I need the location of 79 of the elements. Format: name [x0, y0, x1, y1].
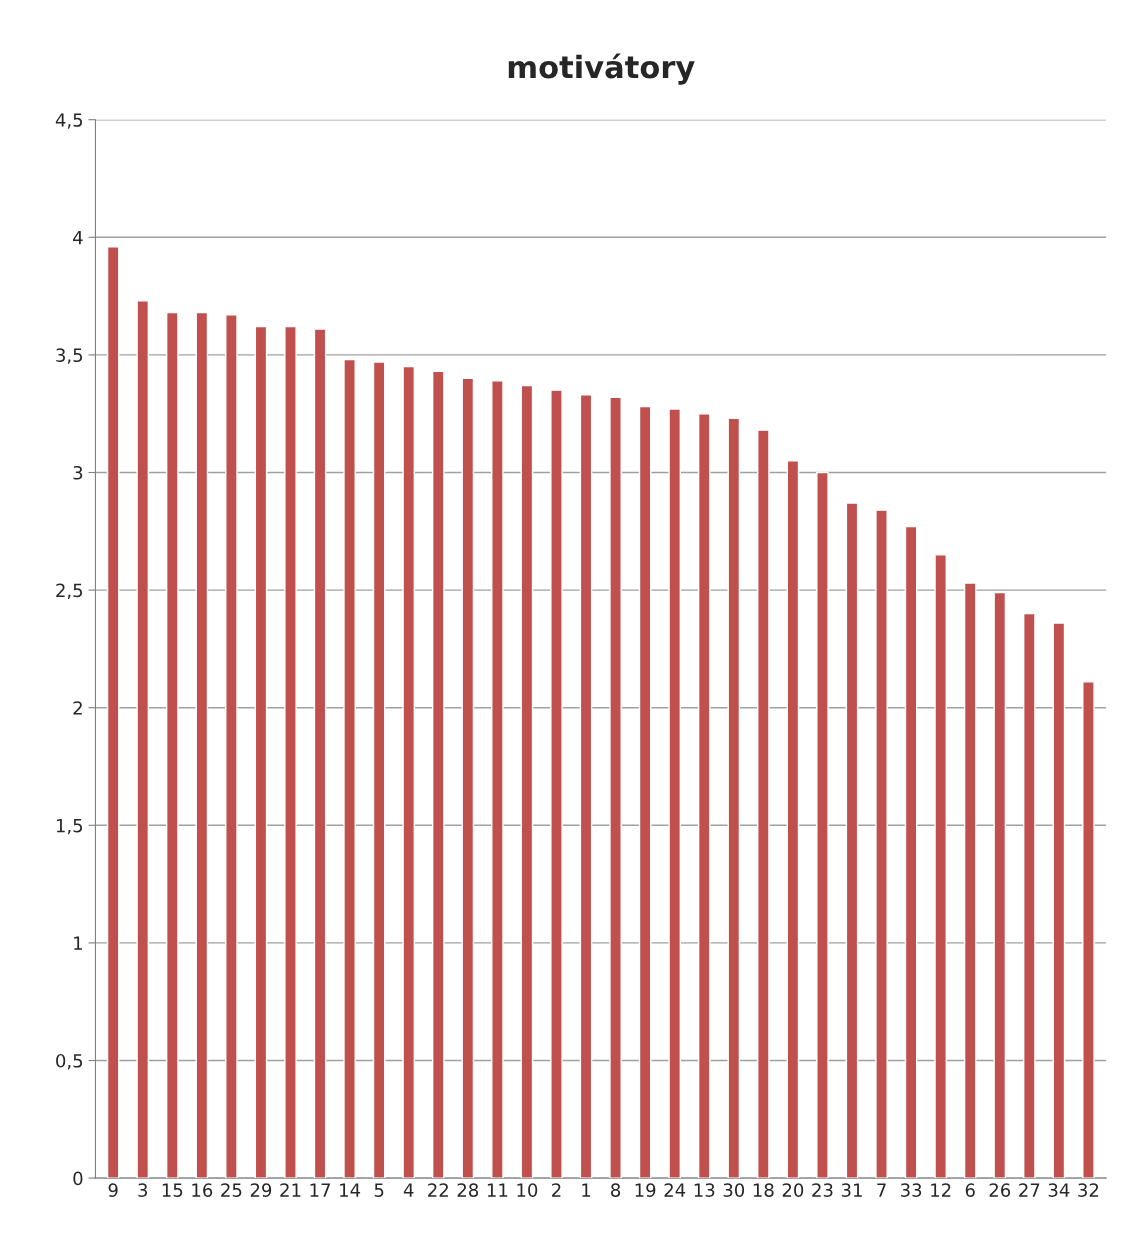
bar — [550, 389, 563, 1179]
x-tick-label: 30 — [723, 1183, 745, 1197]
bar — [993, 591, 1007, 1179]
y-tick-label: 4,5 — [55, 113, 83, 129]
x-tick-label: 26 — [989, 1183, 1011, 1197]
x-tick-label: 11 — [487, 1183, 508, 1197]
bar — [816, 471, 829, 1179]
x-tick-label: 21 — [280, 1183, 301, 1197]
x-tick-label: 6 — [965, 1183, 975, 1197]
bar — [402, 365, 416, 1179]
bar — [638, 405, 652, 1179]
bar — [431, 370, 445, 1179]
bar — [904, 525, 918, 1179]
x-tick-label: 3 — [138, 1183, 148, 1197]
x-tick-label: 1 — [582, 1183, 591, 1197]
x-tick-label: 16 — [192, 1183, 213, 1197]
bar — [195, 311, 209, 1179]
bar — [372, 361, 386, 1179]
y-tick-label: 3 — [73, 465, 83, 480]
x-tick-label: 20 — [782, 1183, 804, 1197]
x-tick-label: 34 — [1048, 1183, 1070, 1197]
bar — [609, 396, 622, 1179]
bar — [284, 325, 297, 1179]
bar — [1082, 681, 1095, 1179]
x-tick-label: 31 — [841, 1183, 862, 1197]
x-tick-label: 23 — [812, 1183, 833, 1197]
x-tick-label: 32 — [1078, 1183, 1099, 1197]
bar — [1023, 612, 1036, 1179]
bar — [786, 460, 800, 1179]
x-tick-label: 8 — [611, 1183, 621, 1197]
x-tick-label: 4 — [403, 1183, 414, 1197]
bar — [757, 429, 770, 1179]
y-tick-label: 0,5 — [56, 1053, 83, 1070]
bar — [1052, 622, 1066, 1179]
bar — [875, 509, 888, 1179]
bar — [520, 384, 534, 1179]
bar — [343, 358, 356, 1179]
bar — [491, 380, 504, 1179]
bar — [963, 582, 977, 1179]
x-tick-label: 9 — [108, 1183, 118, 1197]
x-tick-label: 13 — [694, 1183, 715, 1197]
bar — [668, 408, 681, 1179]
bar — [225, 314, 238, 1179]
bar — [254, 325, 268, 1179]
x-tick-label: 29 — [250, 1183, 272, 1197]
x-tick-label: 22 — [428, 1183, 448, 1197]
x-tick-label: 12 — [931, 1183, 951, 1197]
x-tick-label: 19 — [635, 1183, 656, 1197]
y-tick-label: 0 — [73, 1171, 83, 1186]
bar — [579, 394, 593, 1179]
bar — [136, 300, 150, 1179]
y-tick-label: 2,5 — [56, 583, 83, 600]
bar — [727, 417, 741, 1179]
x-tick-label: 5 — [374, 1183, 384, 1197]
y-tick-label: 4 — [73, 231, 83, 245]
x-tick-label: 17 — [310, 1183, 330, 1197]
x-tick-label: 14 — [340, 1183, 361, 1197]
y-tick-label: 1 — [74, 936, 82, 950]
y-tick-label: 2 — [73, 701, 82, 715]
x-tick-label: 2 — [552, 1183, 561, 1197]
bar — [845, 502, 859, 1179]
bar — [461, 377, 475, 1179]
x-tick-label: 24 — [664, 1183, 686, 1197]
x-tick-label: 7 — [877, 1183, 886, 1197]
x-tick-label: 10 — [517, 1183, 538, 1197]
bar — [313, 328, 327, 1179]
x-tick-label: 33 — [901, 1183, 922, 1197]
bar — [106, 246, 120, 1179]
y-tick-label: 1,5 — [56, 819, 83, 835]
bar — [165, 311, 179, 1179]
x-tick-label: 18 — [753, 1183, 774, 1197]
x-tick-label: 27 — [1019, 1183, 1040, 1197]
x-tick-label: 15 — [162, 1183, 183, 1197]
chart-title: motivátory — [508, 53, 695, 85]
y-tick-label: 3,5 — [56, 348, 83, 364]
x-tick-label: 28 — [457, 1183, 479, 1197]
x-tick-label: 25 — [221, 1183, 242, 1197]
bar — [934, 554, 947, 1179]
bar — [697, 413, 711, 1179]
